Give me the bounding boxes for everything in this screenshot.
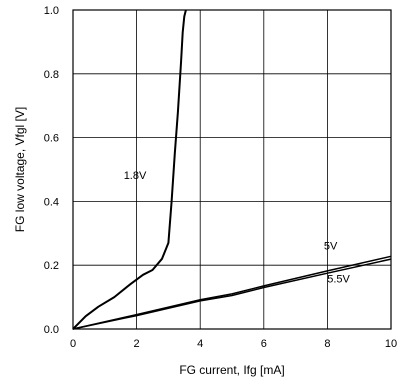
series-label-2: 5V — [324, 240, 338, 252]
y-tick-label: 0.6 — [44, 133, 59, 145]
series-line-3 — [72, 258, 392, 330]
x-axis-ticks: 0 2 4 6 8 10 — [70, 338, 397, 350]
series-lines — [72, 9, 392, 330]
series-labels: 1.8V 5V 5.5V — [124, 170, 351, 286]
series-line-2 — [72, 255, 392, 330]
x-tick-label: 4 — [197, 338, 203, 350]
plot-frame — [72, 9, 392, 330]
chart-grid — [73, 10, 391, 329]
x-tick-label: 6 — [261, 338, 267, 350]
series-label-3: 5.5V — [327, 274, 350, 286]
y-tick-label: 0.8 — [44, 69, 59, 81]
y-tick-label: 0.4 — [44, 196, 59, 208]
y-tick-label: 0.2 — [44, 260, 59, 272]
x-tick-label: 2 — [134, 338, 140, 350]
x-tick-label: 8 — [324, 338, 330, 350]
y-axis-ticks: 0.0 0.2 0.4 0.6 0.8 1.0 — [44, 5, 59, 336]
series-line-1 — [72, 9, 187, 330]
x-tick-label: 0 — [70, 338, 76, 350]
y-tick-label: 0.0 — [44, 324, 59, 336]
x-axis-title: FG current, Ifg [mA] — [179, 363, 284, 377]
x-tick-label: 10 — [385, 338, 397, 350]
y-tick-label: 1.0 — [44, 5, 59, 17]
y-axis-title: FG low voltage, Vfgl [V] — [13, 107, 27, 232]
series-label-1: 1.8V — [124, 170, 147, 182]
